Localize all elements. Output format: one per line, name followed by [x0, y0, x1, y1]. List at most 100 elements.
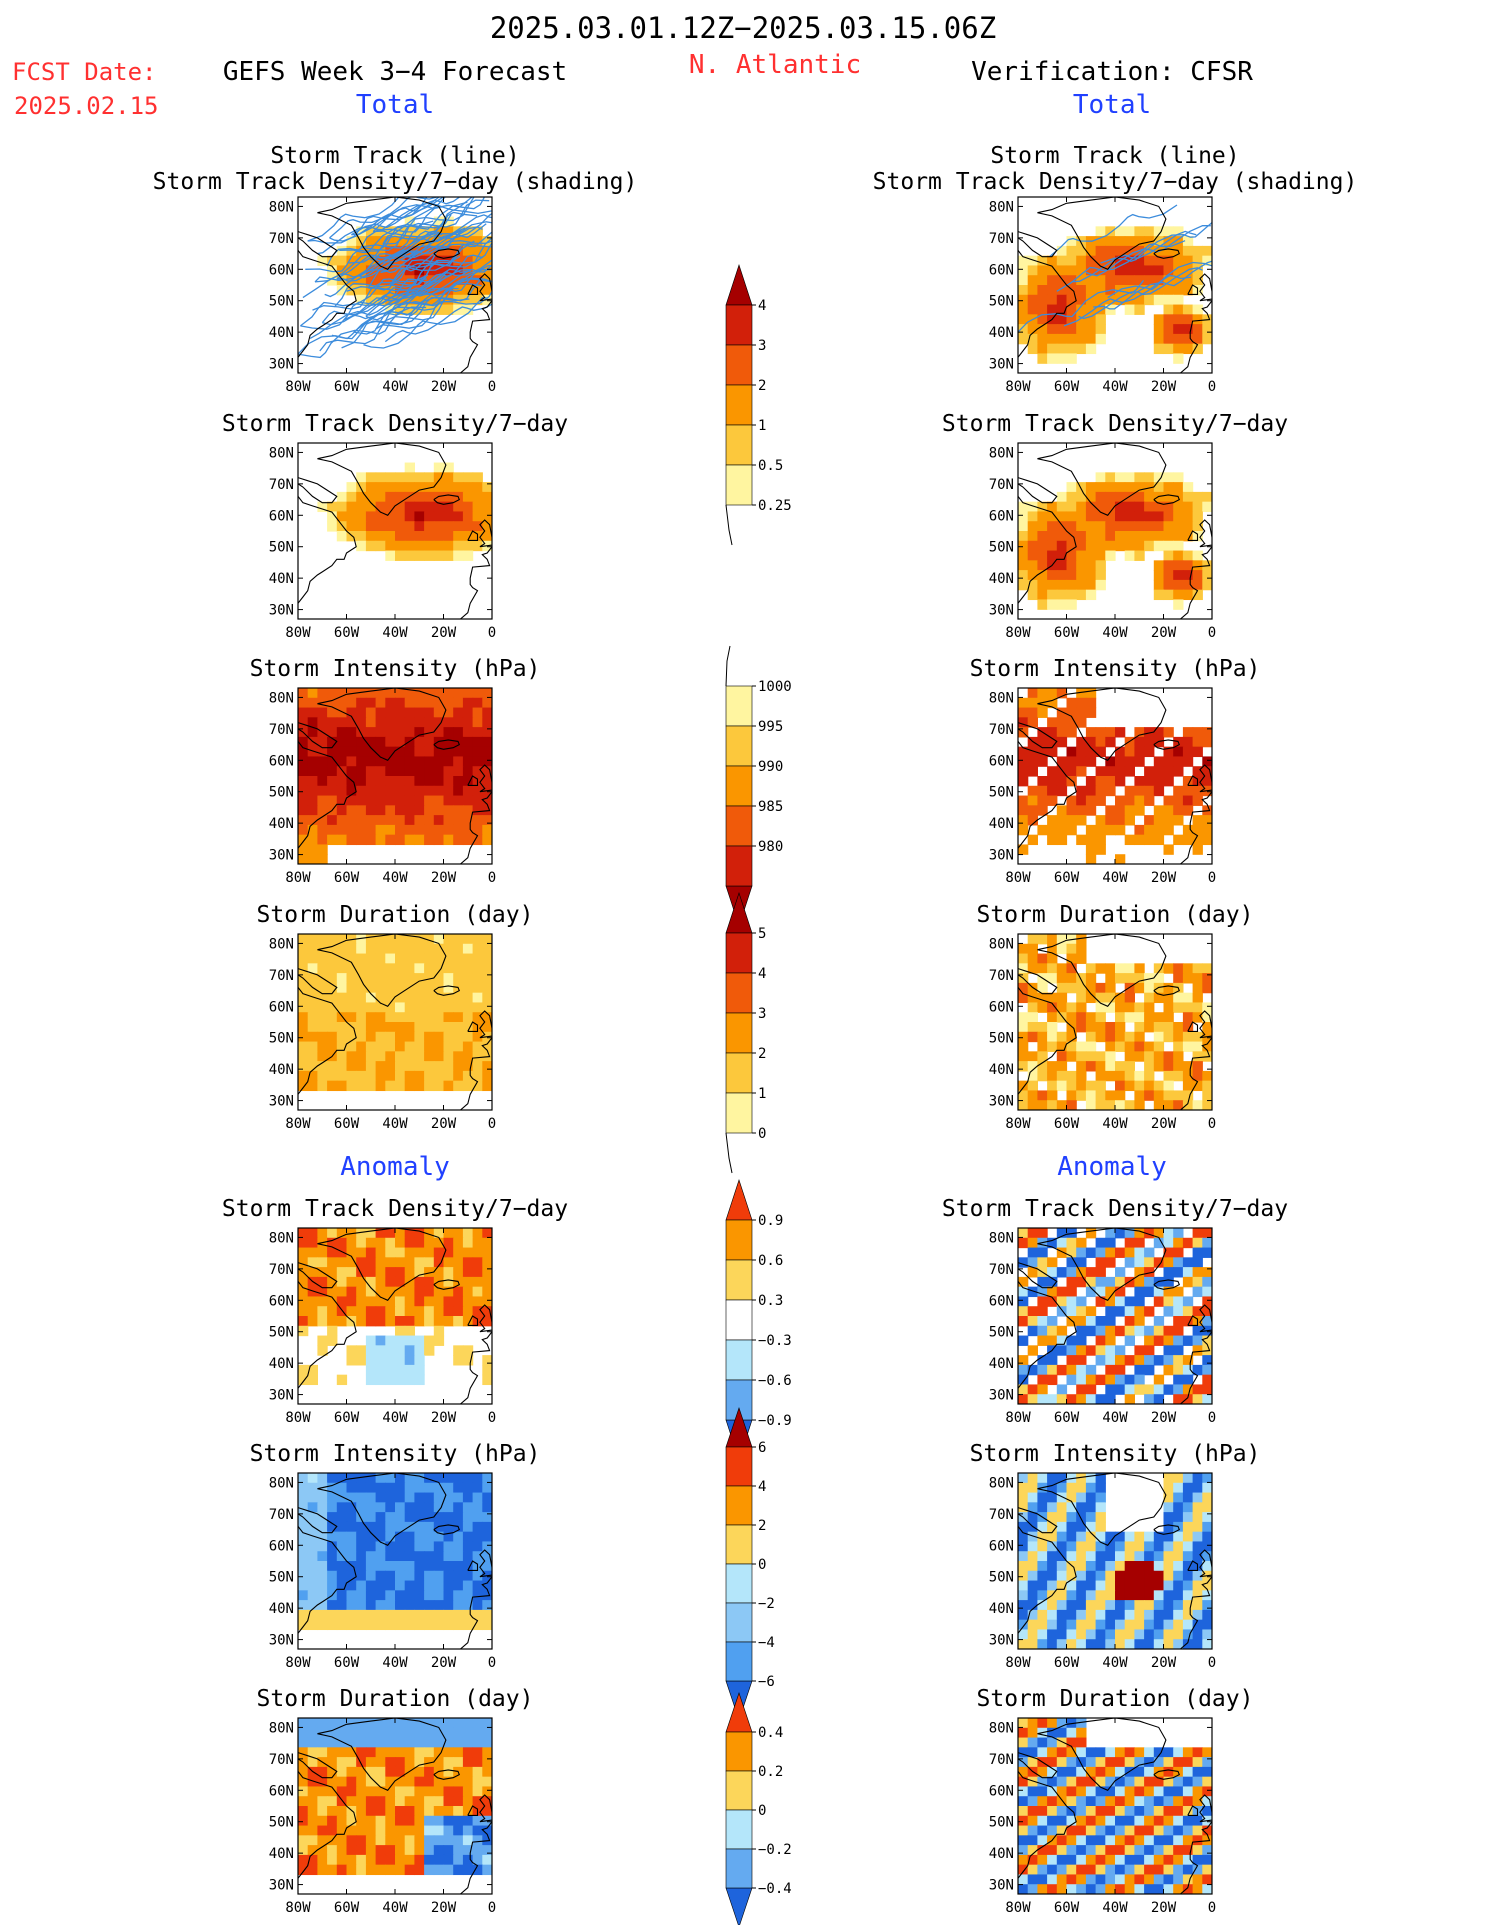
shading-cell: [1134, 255, 1145, 267]
shading-cell: [1182, 570, 1194, 581]
shading-cell: [1153, 736, 1165, 748]
lat-tick-label: 60N: [269, 999, 294, 1015]
shading-cell: [365, 756, 377, 767]
shading-cell: [472, 521, 483, 532]
shading-cell: [424, 973, 435, 984]
shading-cell: [385, 1786, 396, 1797]
shading-cell: [1192, 1639, 1203, 1649]
shading-cell: [1056, 570, 1068, 581]
lat-tick-label: 80N: [989, 199, 1014, 215]
shading-cell: [482, 265, 492, 276]
shading-cell: [1066, 1786, 1077, 1797]
shading-cell: [1182, 531, 1194, 542]
shading-cell: [336, 824, 348, 836]
shading-cell: [1056, 501, 1068, 513]
shading-cell: [1095, 1639, 1106, 1649]
shading-cell: [1037, 1825, 1048, 1836]
shading-cell: [1085, 1473, 1097, 1484]
shading-cell: [395, 1580, 406, 1591]
shading-cell: [395, 236, 406, 247]
shading-cell: [443, 1776, 454, 1788]
shading-cell: [433, 1590, 445, 1601]
shading-cell: [1056, 992, 1068, 1004]
shading-cell: [1066, 1629, 1077, 1640]
colorbar-label: 2: [758, 1518, 766, 1534]
shading-cell: [1085, 1835, 1097, 1846]
shading-cell: [1027, 1590, 1038, 1601]
shading-cell: [1124, 1815, 1135, 1827]
shading-cell: [1144, 1747, 1155, 1758]
shading-cell: [1056, 736, 1068, 748]
shading-cell: [307, 1051, 318, 1062]
shading-cell: [1095, 1090, 1106, 1101]
shading-cell: [443, 540, 454, 552]
shading-cell: [1037, 1806, 1048, 1817]
shading-cell: [346, 1825, 357, 1836]
shading-cell: [1163, 324, 1174, 335]
shading-cell: [1076, 1854, 1087, 1866]
shading-cell: [385, 746, 396, 758]
shading-cell: [1095, 1502, 1106, 1513]
shading-cell: [1076, 1619, 1087, 1631]
shading-cell: [346, 1864, 357, 1876]
shading-cell: [327, 1747, 338, 1758]
map-area: [298, 443, 492, 619]
shading-cell: [356, 1609, 367, 1621]
shading-cell: [356, 521, 367, 532]
shading-cell: [1192, 570, 1203, 581]
shading-cell: [1182, 1512, 1194, 1523]
shading-cell: [1115, 854, 1126, 864]
shading-cell: [1056, 333, 1068, 345]
shading-cell: [472, 1492, 483, 1503]
shading-cell: [1182, 1080, 1194, 1092]
shading-cell: [443, 1786, 454, 1797]
colorbar-segment: [725, 1339, 753, 1381]
shading-cell: [1202, 1884, 1212, 1894]
shading-cell: [414, 1002, 425, 1013]
colorbar-segment: [725, 384, 753, 426]
shading-cell: [1085, 540, 1097, 552]
shading-cell: [443, 1502, 454, 1513]
shading-cell: [385, 1815, 396, 1827]
lon-tick-label: 40W: [382, 379, 408, 395]
shading-cell: [433, 934, 445, 945]
shading-cell: [1163, 1551, 1174, 1562]
shading-cell: [1066, 1825, 1077, 1836]
colorbar-label: −4: [758, 1635, 775, 1651]
shading-cell: [1066, 1835, 1077, 1846]
coastline: [317, 688, 447, 761]
shading-cell: [1076, 1061, 1087, 1072]
shading-cell: [1202, 1551, 1212, 1562]
shading-cell: [375, 1070, 386, 1082]
shading-cell: [327, 1316, 338, 1327]
shading-cell: [443, 934, 454, 945]
shading-cell: [1085, 736, 1097, 748]
shading-cell: [433, 265, 445, 276]
coastline: [467, 1805, 479, 1816]
shading-cell: [1153, 1394, 1165, 1404]
shading-cell: [443, 992, 454, 1004]
map-area: [298, 1228, 492, 1404]
shading-cell: [1134, 1786, 1145, 1797]
shading-cell: [385, 1541, 396, 1552]
shading-cell: [1066, 255, 1077, 267]
shading-cell: [395, 1796, 406, 1807]
shading-cell: [365, 1296, 377, 1307]
shading-cell: [414, 1727, 425, 1739]
colorbar-duration_anom: 0.40.20−0.2−0.4: [725, 1692, 792, 1925]
shading-cell: [298, 1257, 309, 1268]
shading-cell: [1202, 1786, 1212, 1797]
shading-cell: [395, 727, 406, 738]
shading-cell: [433, 953, 445, 964]
shading-cell: [1173, 570, 1184, 581]
shading-cell: [395, 1012, 406, 1023]
shading-cell: [1153, 501, 1165, 513]
coastline: [1153, 1769, 1180, 1780]
shading-cell: [298, 1854, 309, 1866]
shading-cell: [1134, 491, 1145, 503]
shading-cell: [1066, 1864, 1077, 1876]
shading-cell: [375, 540, 386, 552]
shading-cell: [1066, 324, 1077, 335]
shading-cell: [1134, 1384, 1145, 1395]
shading-cell: [1095, 304, 1106, 315]
